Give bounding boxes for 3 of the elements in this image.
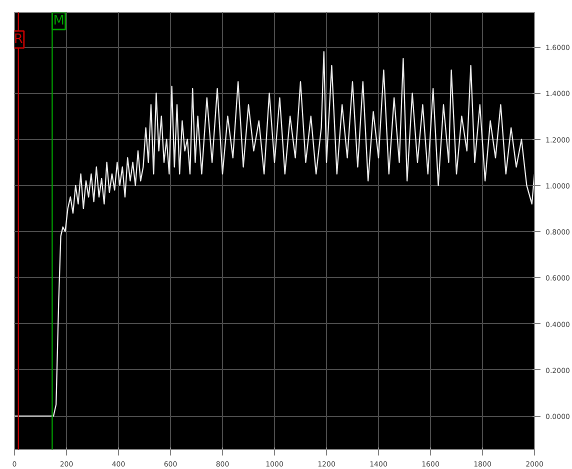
ref-line-label: M — [53, 14, 64, 28]
line-series — [14, 51, 534, 417]
ref-line-label: R — [14, 32, 23, 47]
